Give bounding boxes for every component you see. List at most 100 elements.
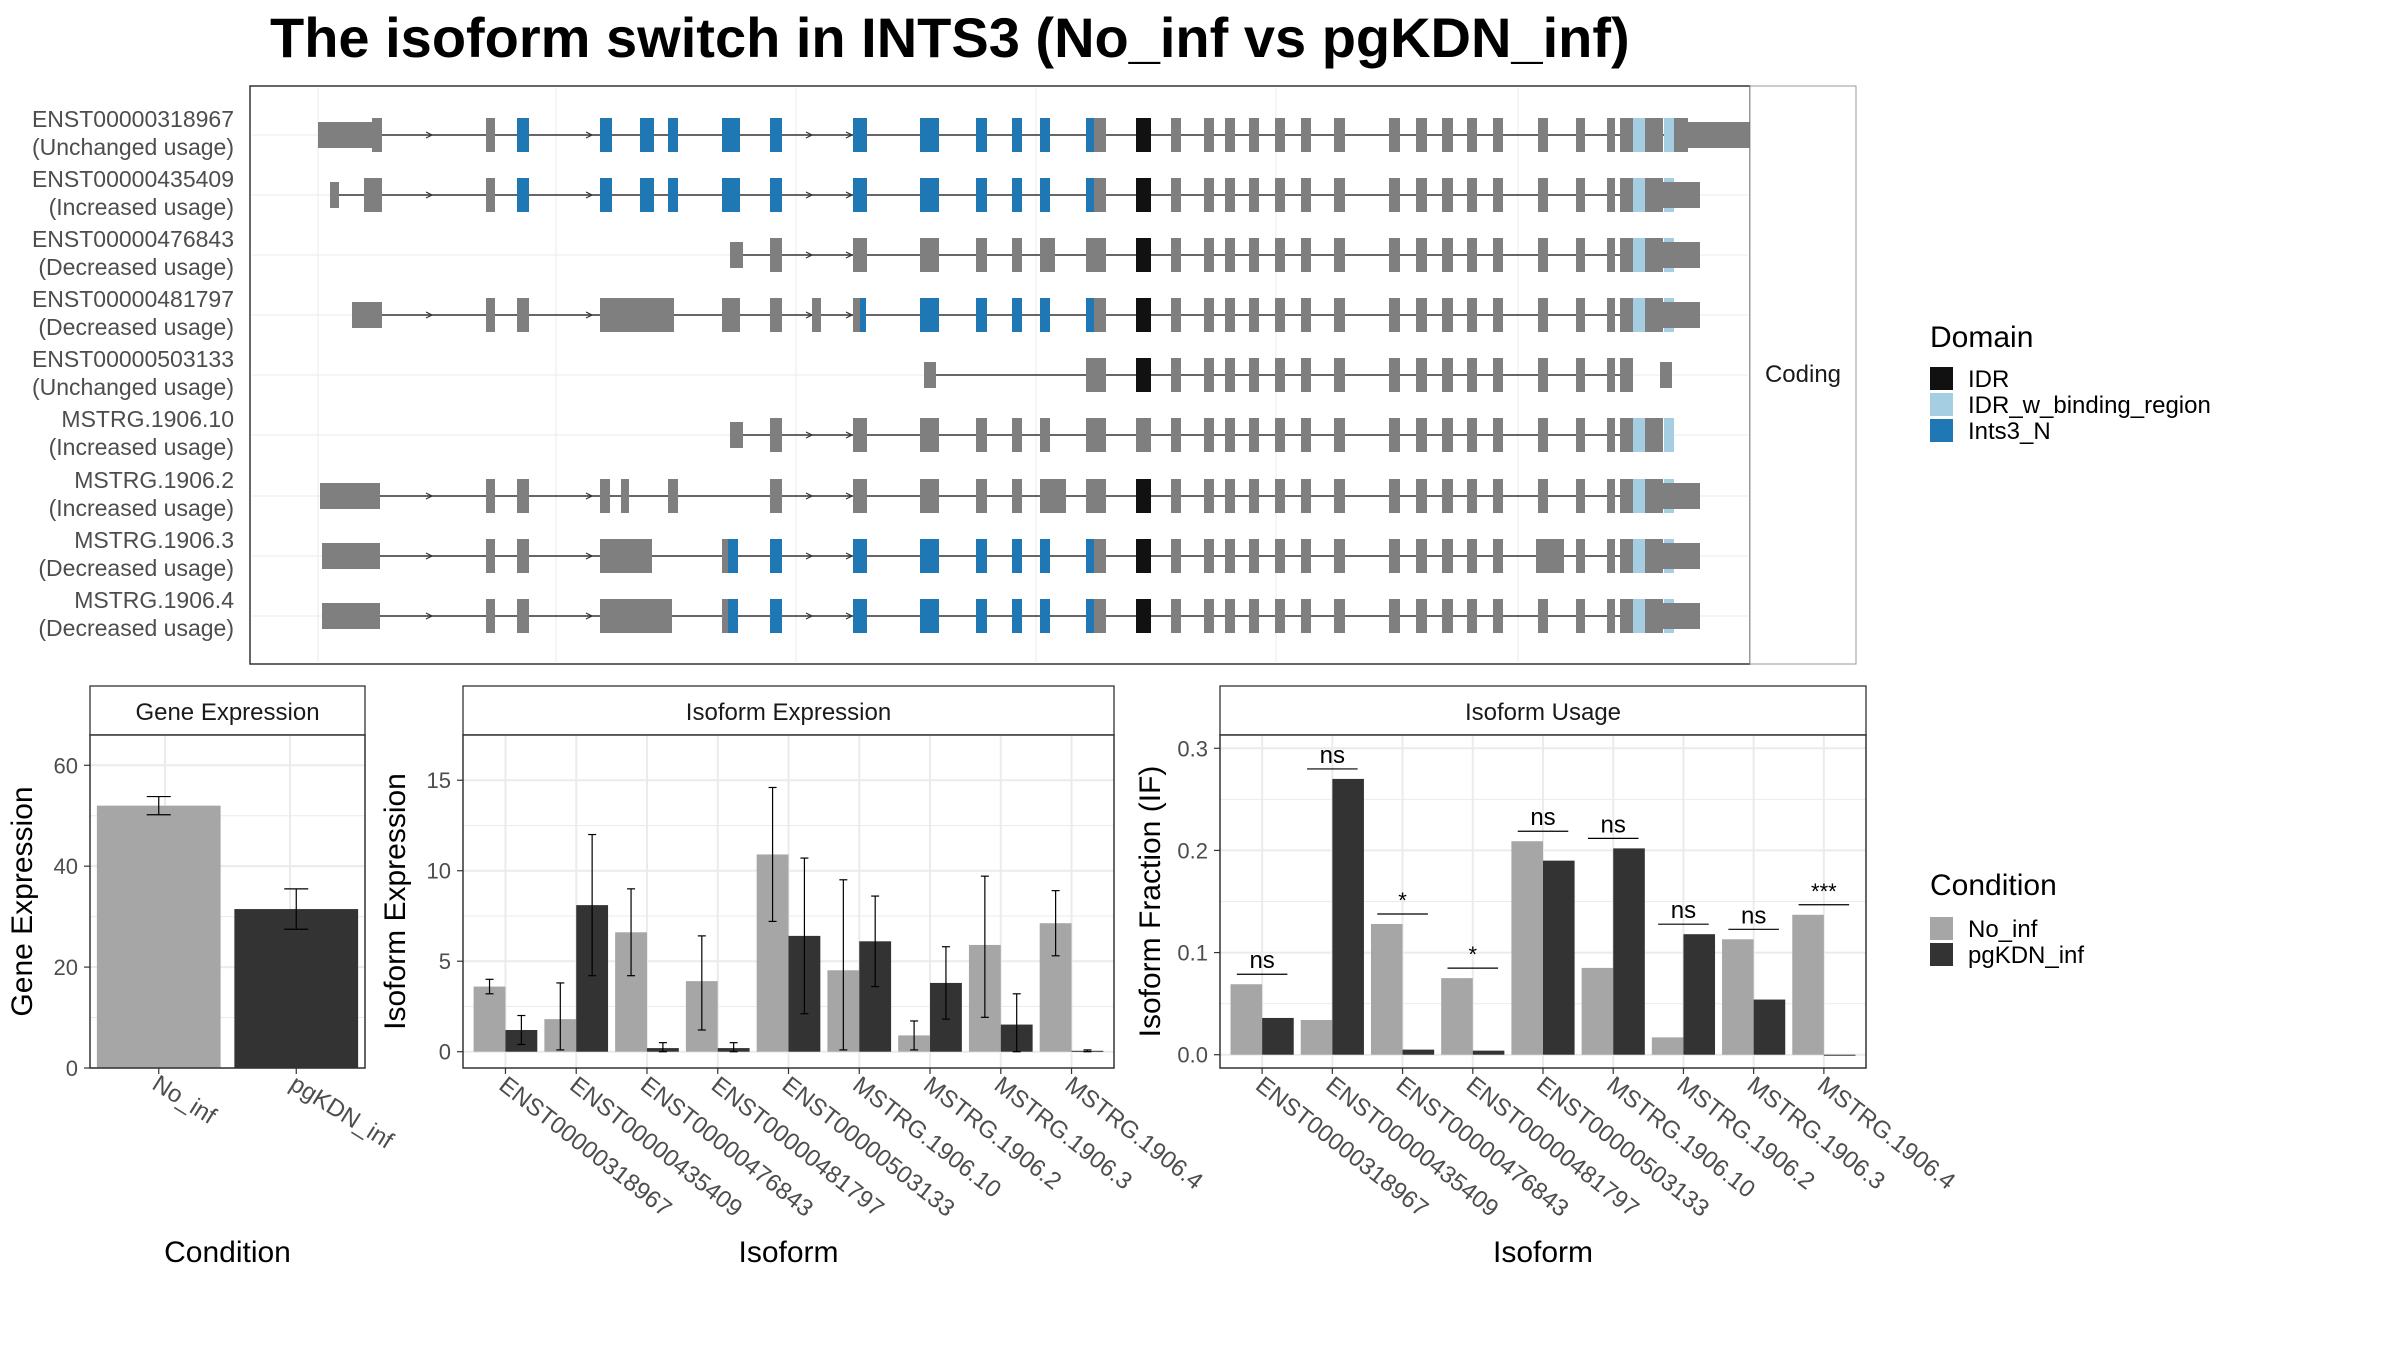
exon-block <box>1204 118 1214 152</box>
exon-block <box>1633 238 1645 272</box>
y-tick-label: 60 <box>54 753 78 778</box>
exon-block <box>1204 479 1214 513</box>
utr-block <box>1660 362 1672 388</box>
exon-block <box>1040 418 1050 452</box>
exon-block <box>1467 539 1477 573</box>
exon-block <box>1620 539 1633 573</box>
exon-block <box>1171 539 1181 573</box>
exon-block <box>1416 479 1427 513</box>
bar-pgKDN_inf <box>1823 1054 1856 1056</box>
isoform-structure-row <box>730 418 1674 452</box>
exon-block <box>1045 238 1055 272</box>
exon-block <box>1275 238 1285 272</box>
exon-block <box>1442 358 1453 392</box>
isoform-usage-label: (Unchanged usage) <box>32 374 234 400</box>
exon-block <box>1607 358 1615 392</box>
exon-block <box>920 178 939 212</box>
exon-block <box>1416 118 1427 152</box>
exon-block <box>1620 118 1633 152</box>
isoform-usage-label: (Increased usage) <box>49 495 234 521</box>
exon-block <box>1442 479 1453 513</box>
strand-arrow <box>425 191 434 199</box>
exon-block <box>640 118 654 152</box>
y-tick-label: 0 <box>439 1040 451 1065</box>
exon-block <box>1442 178 1453 212</box>
exon-block <box>1225 599 1235 633</box>
strand-arrow <box>425 612 434 620</box>
exon-block <box>1389 599 1400 633</box>
exon-block <box>1493 358 1503 392</box>
isoform-usage-label: (Increased usage) <box>49 194 234 220</box>
legend-swatch-idr <box>1930 367 1953 390</box>
exon-block <box>600 599 672 633</box>
exon-block <box>1442 599 1453 633</box>
exon-block <box>1086 118 1094 152</box>
exon-block <box>600 178 612 212</box>
exon-block <box>1416 178 1427 212</box>
exon-block <box>1086 539 1094 573</box>
exon-block <box>1012 539 1022 573</box>
exon-block <box>517 479 529 513</box>
strand-arrow <box>805 492 814 500</box>
exon-block <box>1416 298 1427 332</box>
significance-label: ns <box>1249 947 1274 974</box>
strand-arrow <box>585 552 594 560</box>
exon-block <box>920 238 939 272</box>
significance-label: ns <box>1530 804 1555 831</box>
bar-pgKDN_inf <box>1262 1017 1294 1055</box>
exon-block <box>1136 539 1151 573</box>
y-axis-title: Isoform Fraction (IF) <box>1134 766 1167 1038</box>
strand-arrow <box>805 131 814 139</box>
exon-block <box>853 418 867 452</box>
isoform-label: ENST00000476843 <box>32 226 234 252</box>
exon-block <box>1225 358 1235 392</box>
exon-block <box>1389 238 1400 272</box>
exon-block <box>1645 178 1653 212</box>
legend-label-idr: IDR <box>1968 366 2009 393</box>
exon-block <box>1620 358 1633 392</box>
y-tick-label: 0.0 <box>1177 1043 1208 1068</box>
exon-block <box>364 178 372 212</box>
exon-block <box>320 483 380 509</box>
exon-block <box>668 178 678 212</box>
isoform-usage-label: (Unchanged usage) <box>32 134 234 160</box>
exon-block <box>1576 298 1585 332</box>
exon-block <box>1416 599 1427 633</box>
exon-block <box>1301 298 1311 332</box>
exon-block <box>1416 358 1427 392</box>
exon-block <box>1576 118 1585 152</box>
exon-block <box>770 418 782 452</box>
exon-block <box>1607 238 1615 272</box>
strand-arrow <box>805 251 814 259</box>
strand-arrow <box>425 552 434 560</box>
significance-label: ns <box>1741 902 1766 929</box>
exon-block <box>920 418 939 452</box>
exon-block <box>1653 238 1663 272</box>
exon-block <box>812 298 821 332</box>
exon-block <box>1171 298 1181 332</box>
exon-block <box>722 298 740 332</box>
exon-block <box>1442 418 1453 452</box>
exon-block <box>1653 118 1663 152</box>
exon-block <box>1171 238 1181 272</box>
exon-block <box>722 539 728 573</box>
exon-block <box>1645 599 1653 633</box>
exon-block <box>1467 178 1477 212</box>
y-tick-label: 40 <box>54 854 78 879</box>
exon-block <box>1301 599 1311 633</box>
exon-block <box>1249 118 1259 152</box>
y-tick-label: 0.3 <box>1177 736 1208 761</box>
exon-block <box>1225 479 1235 513</box>
exon-block <box>1334 118 1345 152</box>
strand-arrow <box>845 311 854 319</box>
facet-strip-coding <box>1749 85 1857 665</box>
bar-No_inf <box>473 986 506 1052</box>
figure-title: The isoform switch in INTS3 (No_inf vs p… <box>270 6 1630 69</box>
exon-block <box>1136 418 1151 452</box>
exon-block <box>853 178 867 212</box>
exon-block <box>1249 178 1259 212</box>
y-axis-title: Gene Expression <box>6 786 39 1016</box>
exon-block <box>1040 479 1066 513</box>
isoform-label: ENST00000503133 <box>32 346 234 372</box>
exon-block <box>1467 298 1477 332</box>
